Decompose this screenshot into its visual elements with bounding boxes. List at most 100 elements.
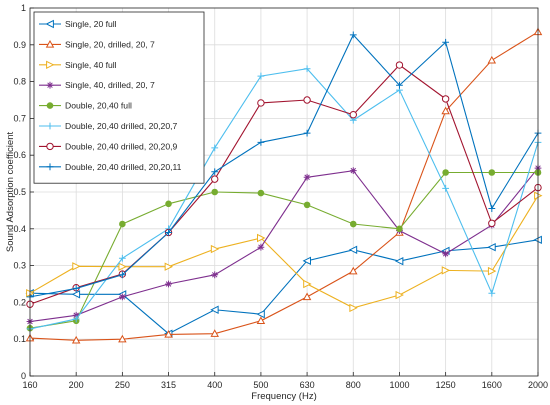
- legend-item: Double, 20,40 full: [39, 101, 132, 111]
- data-point: [487, 55, 497, 64]
- legend-item: Double, 20,40 drilled, 20,20,9: [39, 141, 177, 151]
- y-tick-label: 0.6: [13, 150, 26, 160]
- x-tick-labels: 160 200 250 315 400 500 630 800 1000 1250 1600 2000: [22, 380, 548, 390]
- x-tick-label: 2000: [528, 380, 548, 390]
- legend-item: Single, 40 full: [39, 60, 117, 70]
- data-point: [348, 245, 358, 254]
- data-point: [164, 262, 174, 271]
- data-point: [396, 81, 403, 89]
- x-tick-label: 1250: [436, 380, 456, 390]
- legend-label: Double, 20,40 drilled, 20,20,7: [65, 121, 177, 131]
- x-tick-label: 315: [161, 380, 176, 390]
- data-point: [349, 220, 357, 228]
- legend: Single, 20 full Single, 20, drilled, 20, …: [33, 11, 205, 184]
- data-point: [302, 292, 312, 301]
- data-point: [394, 256, 404, 266]
- legend-item: Single, 40, drilled, 20, 7: [39, 80, 155, 90]
- data-point: [257, 72, 265, 80]
- x-axis-label: Frequency (Hz): [251, 391, 316, 402]
- legend-item: Single, 20 full: [39, 19, 117, 29]
- legend-item: Single, 20, drilled, 20, 7: [39, 39, 155, 49]
- data-point: [488, 205, 496, 212]
- data-point: [71, 290, 81, 299]
- data-point: [488, 289, 496, 297]
- data-point: [303, 65, 311, 73]
- data-point: [303, 173, 311, 181]
- legend-marker: [45, 19, 54, 29]
- data-point: [303, 201, 311, 209]
- data-point: [487, 266, 497, 276]
- data-point: [211, 168, 219, 176]
- data-point: [442, 169, 449, 176]
- x-tick-label: 800: [346, 380, 361, 390]
- data-point: [118, 262, 127, 271]
- data-point: [72, 311, 80, 319]
- x-tick-label: 630: [300, 380, 315, 390]
- y-tick-label: 0.8: [13, 77, 26, 87]
- data-point: [72, 285, 80, 292]
- data-point: [257, 99, 265, 107]
- data-point: [349, 167, 357, 175]
- y-tick-label: 0: [21, 371, 26, 381]
- x-tick-label: 500: [253, 380, 268, 390]
- legend-item: Double, 20,40 drilled, 20,20,7: [39, 121, 177, 131]
- legend-marker: [46, 81, 54, 89]
- y-tick-label: 0.9: [13, 40, 26, 50]
- legend-marker: [45, 39, 55, 48]
- legend-marker: [46, 163, 54, 171]
- data-point: [349, 266, 358, 275]
- data-point: [119, 220, 126, 228]
- data-point: [210, 305, 219, 314]
- data-point: [211, 188, 219, 196]
- y-tick-label: 0.4: [13, 224, 26, 234]
- y-tick-label: 0.1: [13, 334, 26, 344]
- series-line: [29, 171, 538, 329]
- legend-marker: [46, 142, 54, 151]
- data-point: [256, 309, 265, 319]
- data-point: [395, 290, 404, 300]
- data-point: [210, 244, 220, 254]
- legend-label: Single, 20 full: [65, 19, 117, 29]
- data-point: [349, 31, 357, 39]
- data-point: [210, 329, 219, 337]
- data-point: [257, 243, 265, 251]
- data-point: [303, 279, 312, 289]
- data-point: [442, 38, 450, 46]
- y-tick-label: 0.5: [13, 187, 26, 197]
- data-point: [72, 262, 81, 271]
- data-point: [211, 271, 219, 279]
- x-tick-label: 160: [22, 380, 37, 390]
- data-point: [396, 225, 403, 233]
- series-line: [29, 31, 539, 341]
- series-line: [29, 68, 539, 330]
- series-2: [25, 27, 543, 344]
- data-point: [488, 169, 496, 176]
- data-point: [488, 219, 496, 227]
- data-point: [442, 184, 450, 192]
- data-point: [165, 229, 172, 236]
- x-tick-label: 1600: [482, 380, 502, 390]
- legend-box: [33, 11, 205, 184]
- y-tick-label: 0.7: [13, 113, 26, 123]
- data-point: [303, 96, 311, 104]
- legend-label: Double, 20,40 drilled, 20,20,9: [65, 141, 177, 151]
- data-point: [441, 106, 450, 115]
- data-point: [211, 175, 219, 183]
- legend-marker: [46, 102, 54, 109]
- data-point: [164, 329, 173, 338]
- x-tick-label: 400: [207, 380, 222, 390]
- legend-label: Double, 20,40 full: [65, 101, 132, 111]
- legend-label: Single, 40 full: [65, 60, 117, 70]
- data-point: [257, 138, 265, 146]
- data-point: [302, 256, 311, 266]
- data-point: [395, 61, 404, 69]
- x-tick-label: 1000: [389, 380, 409, 390]
- legend-label: Single, 20, drilled, 20, 7: [65, 39, 155, 49]
- data-point: [72, 315, 80, 323]
- data-point: [165, 200, 172, 208]
- data-point: [256, 316, 266, 325]
- data-point: [118, 271, 126, 279]
- y-axis-label: Sound Adsorption coefficient: [5, 132, 16, 253]
- series-line: [29, 195, 539, 309]
